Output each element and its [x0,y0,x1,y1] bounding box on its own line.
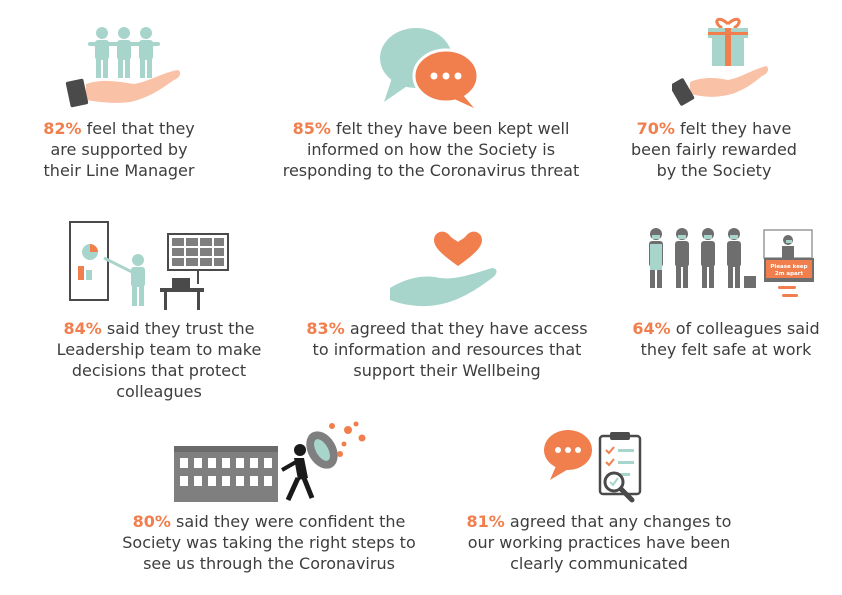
hand-with-people-icon [65,27,181,108]
signage-line: Please keep [770,264,807,270]
stat-percent: 64% [632,319,671,338]
stat-percent: 82% [43,119,82,138]
stat-percent: 84% [63,319,102,338]
speech-bubbles-icon [380,28,480,108]
stat-caption: 85% felt they have been kept well inform… [282,119,580,180]
stat-percent: 70% [636,119,675,138]
stat-caption: 64% of colleagues said they felt safe at… [632,319,820,359]
hand-with-heart-icon [390,231,497,307]
stat-percent: 81% [466,512,505,531]
stat-caption: 84% said they trust the Leadership team … [56,319,262,401]
stat-percent: 85% [292,119,331,138]
stat-percent: 83% [306,319,345,338]
shield-against-virus-icon [174,421,366,502]
stat-percent: 80% [132,512,171,531]
presentation-video-call-icon [69,221,229,310]
stat-caption: 80% said they were confident the Society… [122,512,416,573]
signage-line: 2m apart [775,271,804,277]
stat-caption: 81% agreed that any changes to our worki… [466,512,732,573]
stat-caption: 70% felt they have been fairly rewarded … [631,119,797,180]
hand-with-gift-icon [672,17,769,106]
stat-caption: 82% feel that they are supported by thei… [43,119,195,180]
masked-colleagues-icon: Please keep 2m apart [649,228,814,297]
stat-caption: 83% agreed that they have access to info… [306,319,588,380]
clipboard-checklist-icon [544,430,642,503]
